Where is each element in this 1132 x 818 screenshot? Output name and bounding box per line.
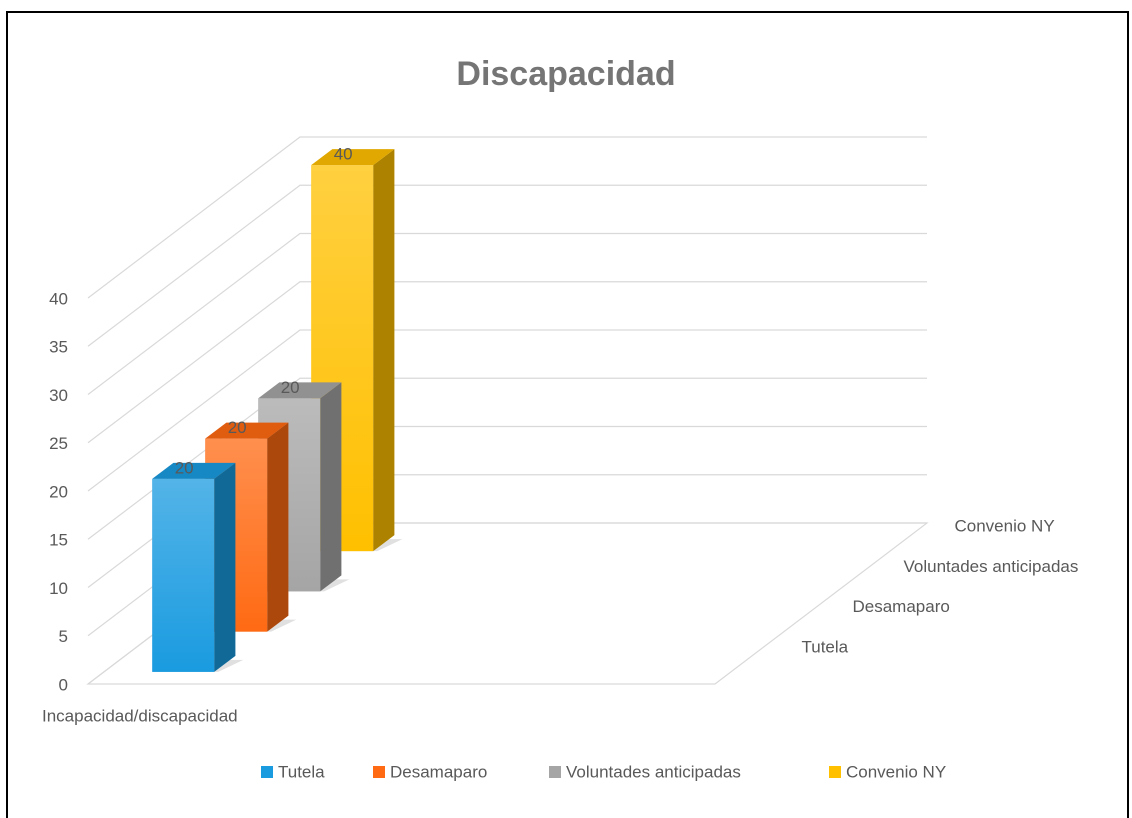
legend-label: Desamaparo bbox=[390, 762, 487, 781]
bar-top-shade bbox=[205, 422, 289, 439]
bar-front-shine bbox=[152, 478, 215, 672]
y-tick-label: 35 bbox=[49, 338, 68, 357]
depth-tick-label: Desamaparo bbox=[853, 597, 950, 616]
bar-top bbox=[311, 149, 395, 166]
bar-side-shade bbox=[320, 382, 342, 592]
bar-side bbox=[373, 149, 395, 552]
data-label: 20 bbox=[175, 458, 194, 477]
grid-line bbox=[87, 329, 927, 492]
bar-top-shade bbox=[258, 382, 342, 399]
x-tick-label: Incapacidad/discapacidad bbox=[42, 706, 238, 725]
y-tick-label: 20 bbox=[49, 482, 68, 501]
legend-label: Voluntades anticipadas bbox=[566, 762, 741, 781]
grid-line bbox=[87, 281, 927, 444]
y-tick-label: 0 bbox=[59, 675, 68, 694]
bar-side-shade bbox=[214, 462, 236, 672]
legend-swatch bbox=[549, 766, 561, 778]
depth-tick-label: Convenio NY bbox=[955, 517, 1055, 536]
depth-tick-label: Tutela bbox=[802, 637, 849, 656]
bar bbox=[152, 462, 244, 672]
y-tick-label: 30 bbox=[49, 386, 68, 405]
legend-swatch bbox=[829, 766, 841, 778]
legend-label: Convenio NY bbox=[846, 762, 946, 781]
frame bbox=[6, 11, 1129, 818]
grid-line bbox=[87, 232, 927, 395]
labels: Incapacidad/discapacidad Tutela Desamaparo… bbox=[42, 145, 1078, 782]
y-tick-label: 10 bbox=[49, 579, 68, 598]
bar-side bbox=[320, 382, 342, 592]
bar-side-shade bbox=[267, 422, 289, 632]
chart-title: Discapacidad bbox=[456, 55, 675, 93]
y-tick-label: 25 bbox=[49, 434, 68, 453]
bar-side bbox=[214, 462, 236, 672]
bars bbox=[152, 149, 403, 672]
bar-side-shade bbox=[373, 149, 395, 552]
legend-swatch bbox=[261, 766, 273, 778]
y-tick-label: 40 bbox=[49, 289, 68, 308]
data-label: 20 bbox=[281, 378, 300, 397]
bar-top bbox=[152, 462, 236, 479]
bar-side bbox=[267, 422, 289, 632]
y-tick-label: 5 bbox=[59, 627, 68, 646]
legend-swatch bbox=[373, 766, 385, 778]
grid-line bbox=[87, 136, 927, 299]
data-label: 40 bbox=[334, 145, 353, 164]
bar-top-shade bbox=[152, 462, 236, 479]
bar-top bbox=[258, 382, 342, 399]
bar-top-shade bbox=[311, 149, 395, 166]
depth-tick-label: Voluntades anticipadas bbox=[904, 557, 1079, 576]
bar-top bbox=[205, 422, 289, 439]
data-label: 20 bbox=[228, 418, 247, 437]
legend-label: Tutela bbox=[278, 762, 325, 781]
grid-line bbox=[87, 184, 927, 347]
y-tick-label: 15 bbox=[49, 531, 68, 550]
